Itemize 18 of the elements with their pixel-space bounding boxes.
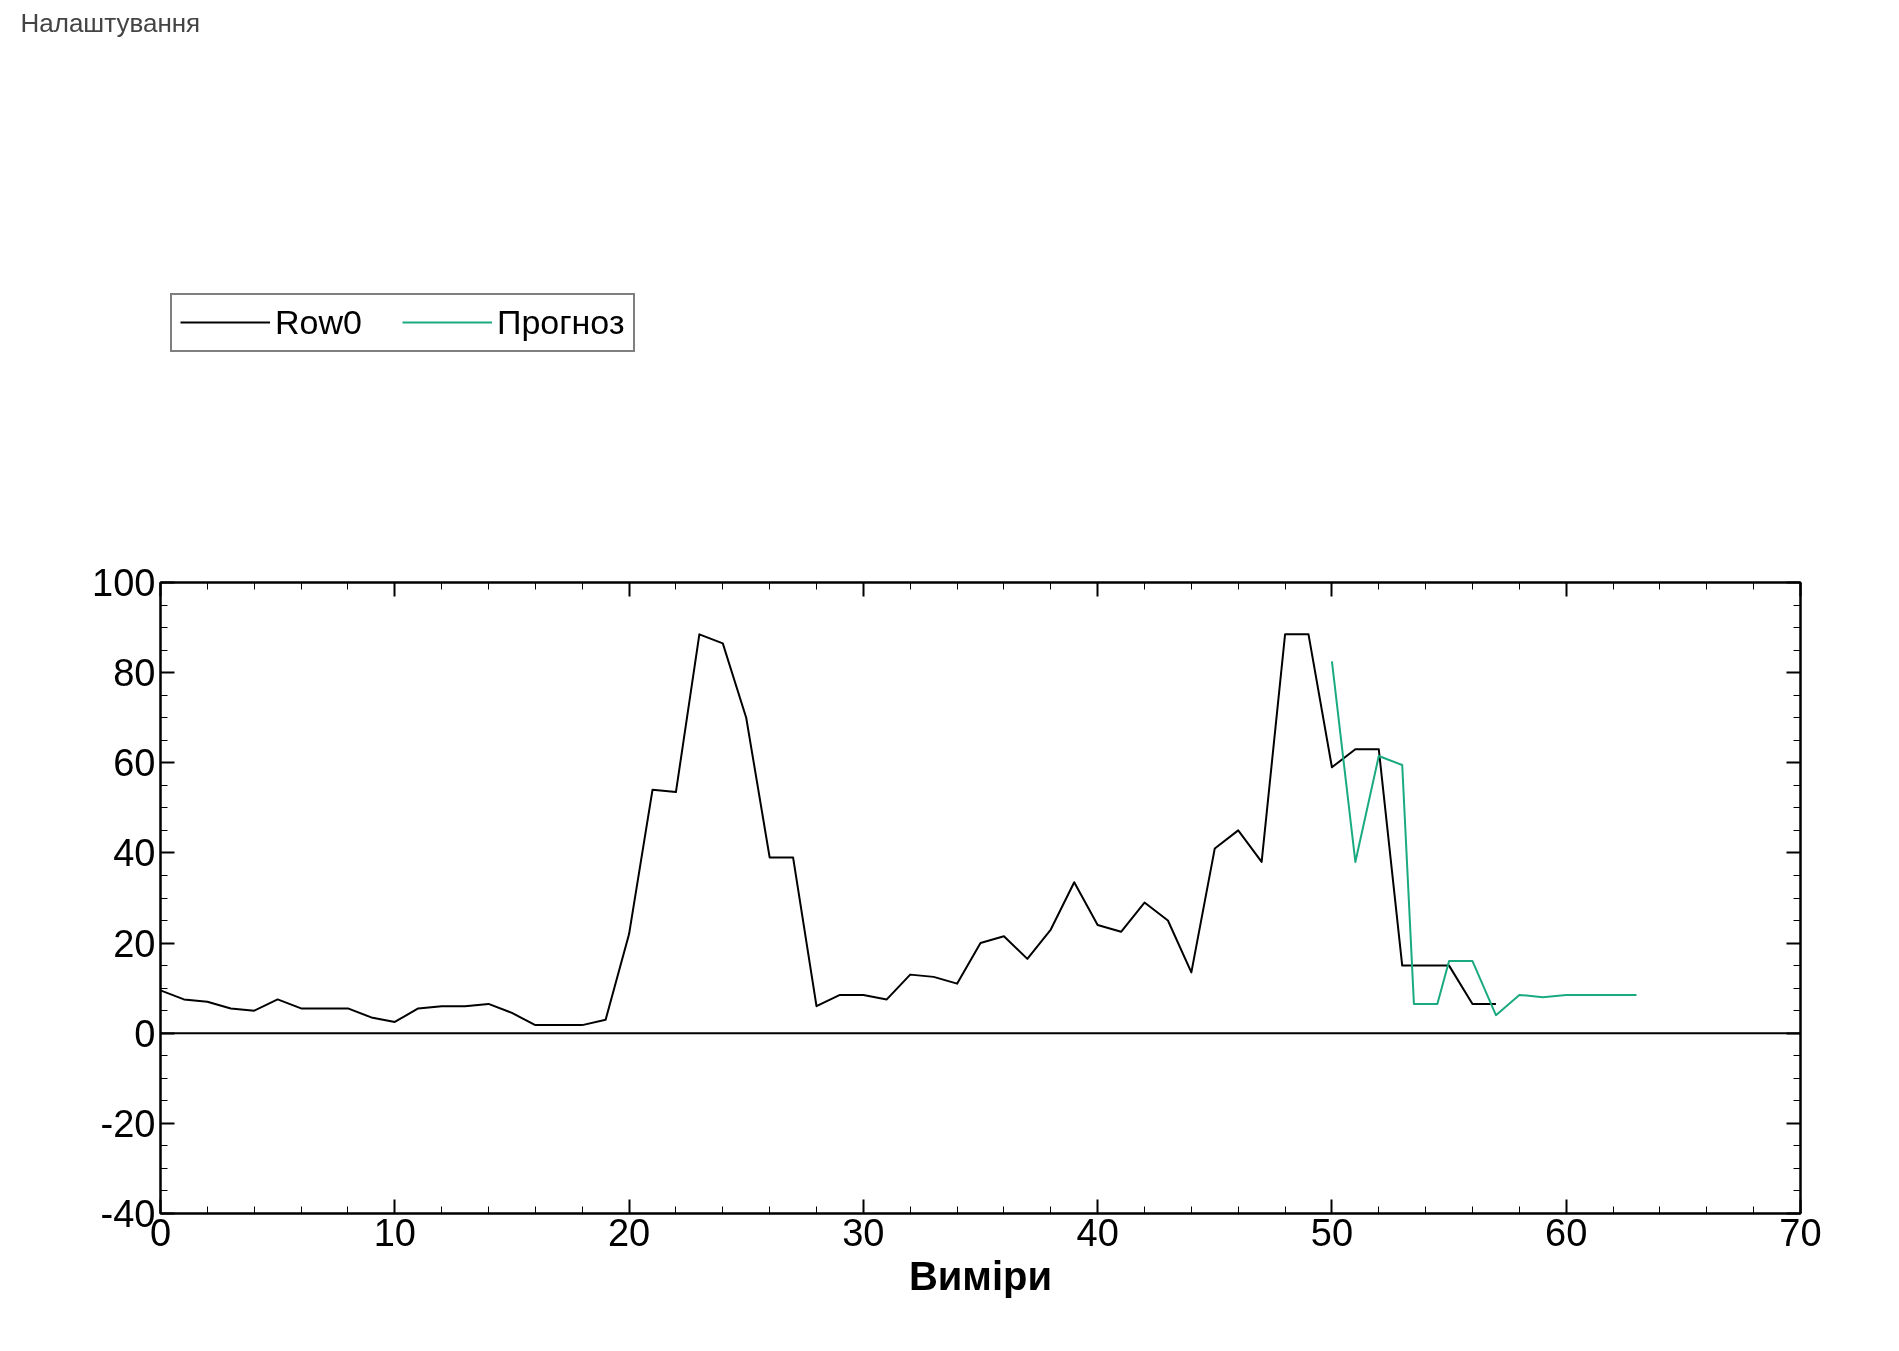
y-tick-label: 100 — [92, 562, 156, 604]
y-tick-label: -20 — [100, 1102, 156, 1145]
x-tick-label: 60 — [1545, 1211, 1588, 1254]
x-axis-title: Виміри — [908, 1253, 1053, 1298]
x-tick-label: 40 — [1076, 1211, 1119, 1254]
y-tick-label: 60 — [113, 742, 156, 785]
x-tick-label: 30 — [842, 1211, 885, 1254]
x-tick-label: 10 — [373, 1211, 416, 1254]
y-tick-label: 20 — [113, 922, 156, 965]
legend-label: Row0 — [275, 302, 362, 342]
y-tick-label: 0 — [134, 1012, 156, 1055]
legend-label: Прогноз — [496, 302, 625, 342]
y-tick-label: 80 — [113, 652, 156, 695]
x-tick-label: 20 — [607, 1211, 651, 1254]
text: Налаштування — [20, 7, 201, 38]
x-tick-label: 50 — [1310, 1211, 1354, 1254]
x-tick-label: 70 — [1779, 1211, 1822, 1254]
y-tick-label: 40 — [113, 832, 156, 875]
